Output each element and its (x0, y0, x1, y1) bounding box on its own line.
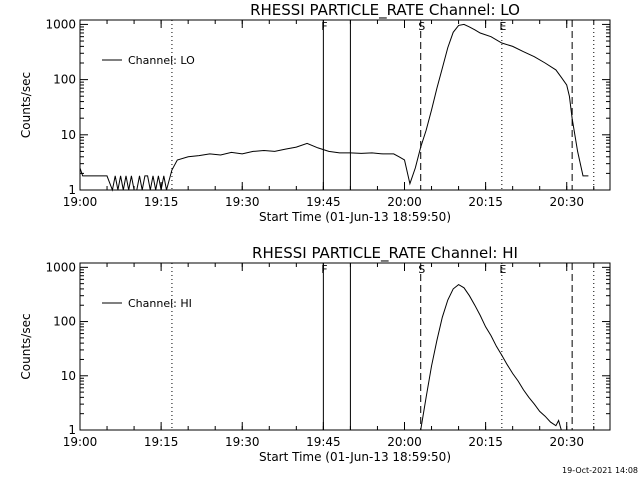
y-tick-label: 100 (53, 73, 76, 87)
x-axis-label: Start Time (01-Jun-13 18:59:50) (259, 210, 451, 224)
x-tick-label: 19:30 (225, 195, 260, 209)
y-tick-label: 1 (68, 183, 76, 197)
x-tick-label: 19:15 (144, 195, 179, 209)
y-tick-label: 10 (61, 128, 76, 142)
chart-panel-1: RHESSI PARTICLE_RATE Channel: LO 19:00 19:… (19, 1, 611, 224)
series-line (420, 283, 562, 431)
y-tick-label: 10 (61, 369, 76, 383)
x-tick-label: 19:00 (63, 435, 98, 449)
x-tick-label: 20:30 (549, 435, 584, 449)
y-axis-label: Counts/sec (19, 72, 33, 138)
chart-title: RHESSI PARTICLE_RATE Channel: HI (252, 244, 518, 263)
legend-entry: Channel: LO (128, 54, 195, 67)
event-marker-label: S (418, 263, 425, 276)
x-tick-label: 19:45 (306, 435, 341, 449)
y-tick-label: 100 (53, 315, 76, 329)
x-tick-label: 19:45 (306, 195, 341, 209)
legend-entry: Channel: HI (128, 297, 192, 310)
y-axis-label: Counts/sec (19, 313, 33, 379)
event-marker-label: S (418, 20, 425, 33)
y-tick-label: 1000 (45, 17, 76, 31)
chart-panel-2: RHESSI PARTICLE_RATE Channel: HI 19:00 19:… (19, 244, 611, 464)
y-tick-label: 1 (68, 423, 76, 437)
series-line (79, 23, 589, 192)
chart-title: RHESSI PARTICLE_RATE Channel: LO (250, 1, 520, 20)
x-tick-label: 20:00 (387, 195, 422, 209)
event-marker-label: E (499, 20, 506, 33)
plot-frame (79, 19, 611, 191)
x-tick-label: 20:15 (468, 195, 503, 209)
event-marker-label: E (499, 263, 506, 276)
x-tick-label: 20:15 (468, 435, 503, 449)
footer-timestamp: 19-Oct-2021 14:08 (562, 466, 638, 475)
y-tick-label: 1000 (45, 260, 76, 274)
event-marker-label: F (321, 20, 327, 33)
event-marker-label: F (321, 263, 327, 276)
x-tick-label: 19:30 (225, 435, 260, 449)
x-tick-label: 19:00 (63, 195, 98, 209)
x-tick-label: 20:00 (387, 435, 422, 449)
plot-frame (79, 262, 611, 431)
x-axis-label: Start Time (01-Jun-13 18:59:50) (259, 450, 451, 464)
x-tick-label: 20:30 (549, 195, 584, 209)
x-tick-label: 19:15 (144, 435, 179, 449)
